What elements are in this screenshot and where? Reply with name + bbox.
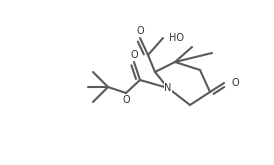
- Text: O: O: [136, 26, 144, 36]
- Text: N: N: [164, 83, 172, 93]
- Text: O: O: [231, 78, 239, 88]
- Text: HO: HO: [169, 33, 184, 43]
- Text: O: O: [122, 95, 130, 105]
- Text: O: O: [130, 50, 138, 60]
